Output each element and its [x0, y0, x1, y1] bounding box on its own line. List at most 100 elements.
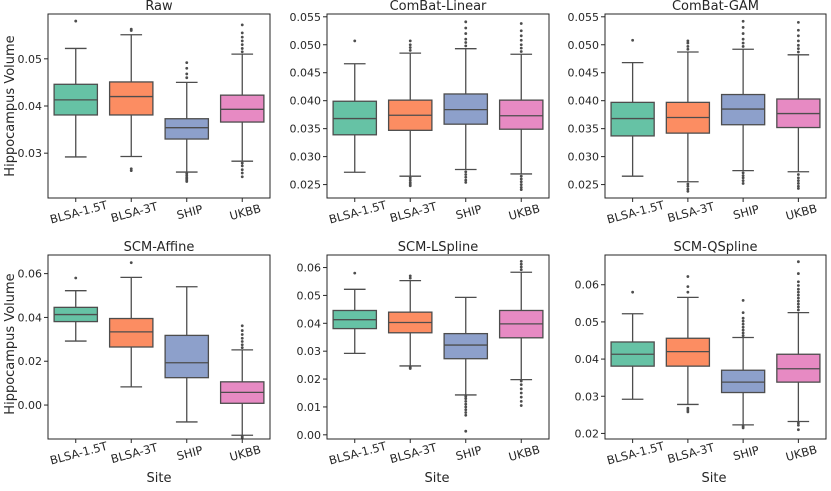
box-ukbb	[219, 324, 265, 439]
outlier-point	[408, 39, 412, 43]
outlier-point	[686, 290, 690, 294]
box-body	[219, 94, 265, 123]
outlier-point	[464, 399, 468, 403]
y-axis-title-top: Hippocampus Volume	[3, 35, 18, 176]
box-blsa-1-5t	[332, 39, 378, 173]
outlier-point	[240, 175, 244, 179]
y-tick-label: 0.040	[568, 95, 600, 108]
box-ship	[164, 61, 210, 183]
outlier-point	[796, 28, 800, 32]
outlier-point	[796, 290, 800, 294]
outlier-point	[408, 274, 412, 278]
outlier-point	[464, 32, 468, 35]
outlier-point	[240, 43, 244, 47]
outlier-point	[796, 182, 800, 185]
outlier-point	[240, 340, 244, 343]
outlier-point	[240, 23, 244, 27]
outlier-point	[519, 399, 523, 403]
y-tick-label: 0.030	[290, 151, 322, 164]
x-axis-title-middle: Site	[425, 471, 450, 486]
box-ship	[720, 298, 766, 430]
axes-frame	[326, 254, 550, 440]
outlier-point	[796, 287, 800, 291]
outlier-point	[240, 324, 244, 328]
outlier-point	[185, 180, 189, 183]
outlier-point	[686, 285, 690, 288]
outlier-point	[464, 394, 468, 398]
outlier-point	[240, 35, 244, 39]
outlier-point	[741, 179, 745, 183]
outlier-point	[129, 27, 133, 31]
outlier-point	[464, 37, 468, 41]
outlier-point	[240, 329, 244, 332]
y-tick-label: 0.02	[297, 373, 322, 386]
outlier-point	[519, 180, 523, 184]
outlier-point	[796, 43, 800, 47]
outlier-point	[519, 185, 523, 189]
y-tick-label: 0.025	[568, 179, 600, 192]
x-tick-label: BLSA-1.5T	[48, 439, 109, 468]
outlier-point	[464, 397, 468, 400]
outlier-point	[741, 37, 745, 41]
outlier-point	[796, 179, 800, 183]
outlier-point	[408, 178, 412, 182]
outlier-point	[353, 271, 357, 275]
outlier-point	[519, 29, 523, 33]
y-tick-label: 0.050	[290, 39, 322, 52]
outlier-point	[686, 184, 690, 188]
axes-frame	[604, 254, 827, 440]
outlier-point	[408, 48, 412, 52]
y-tick-label: 0.045	[568, 67, 600, 80]
box-body	[720, 369, 766, 394]
box-ukbb	[498, 260, 544, 407]
axes-frame	[47, 254, 271, 440]
x-tick-label: BLSA-1.5T	[327, 198, 388, 227]
outlier-point	[240, 50, 244, 54]
outlier-point	[796, 423, 800, 427]
outlier-point	[631, 38, 635, 42]
panel-scm-qspline: SCM-QSpline 0.02 0.03 0.04 0.05 0.06 BLSA-1.5T…	[575, 240, 827, 468]
outlier-point	[185, 72, 189, 76]
y-tick-label: 0.02	[18, 355, 43, 368]
x-tick-label: BLSA-1.5T	[48, 198, 109, 227]
box-blsa-1-5t	[53, 276, 99, 342]
box-body	[108, 81, 154, 116]
outlier-point	[464, 402, 468, 406]
outlier-point	[519, 183, 523, 186]
y-tick-label: 0.05	[575, 316, 600, 329]
outlier-point	[240, 168, 244, 172]
outlier-point	[464, 26, 468, 30]
outlier-point	[240, 346, 244, 350]
box-ship	[443, 296, 489, 433]
x-axis-title-right: Site	[702, 471, 727, 486]
outlier-point	[408, 43, 412, 47]
outlier-point	[185, 66, 189, 70]
y-tick-label: 0.035	[568, 123, 600, 136]
outlier-point	[796, 299, 800, 303]
outlier-point	[519, 260, 523, 263]
x-tick-label: SHIP	[454, 443, 483, 463]
outlier-point	[796, 20, 800, 24]
outlier-point	[408, 176, 412, 180]
outlier-point	[240, 161, 244, 165]
y-tick-label: 0.045	[290, 67, 322, 80]
x-tick-label: SHIP	[175, 443, 204, 463]
box-blsa-3t	[665, 275, 711, 414]
outlier-point	[519, 34, 523, 38]
y-axis-title-bottom: Hippocampus Volume	[3, 273, 18, 414]
outlier-point	[464, 180, 468, 184]
y-tick-label: 0.03	[18, 147, 43, 160]
box-blsa-3t	[387, 274, 433, 370]
outlier-point	[741, 176, 745, 180]
y-tick-label: 0.06	[575, 279, 600, 292]
box-ukbb	[498, 22, 544, 192]
axes-frame	[326, 13, 550, 199]
panel-combat-gam: ComBat-GAM 0.025 0.030 0.035 0.040 0.045 0.050…	[568, 0, 827, 227]
outlier-point	[240, 164, 244, 168]
outlier-point	[464, 429, 468, 433]
outlier-point	[519, 379, 523, 383]
outlier-point	[796, 296, 800, 300]
outlier-point	[464, 170, 468, 174]
